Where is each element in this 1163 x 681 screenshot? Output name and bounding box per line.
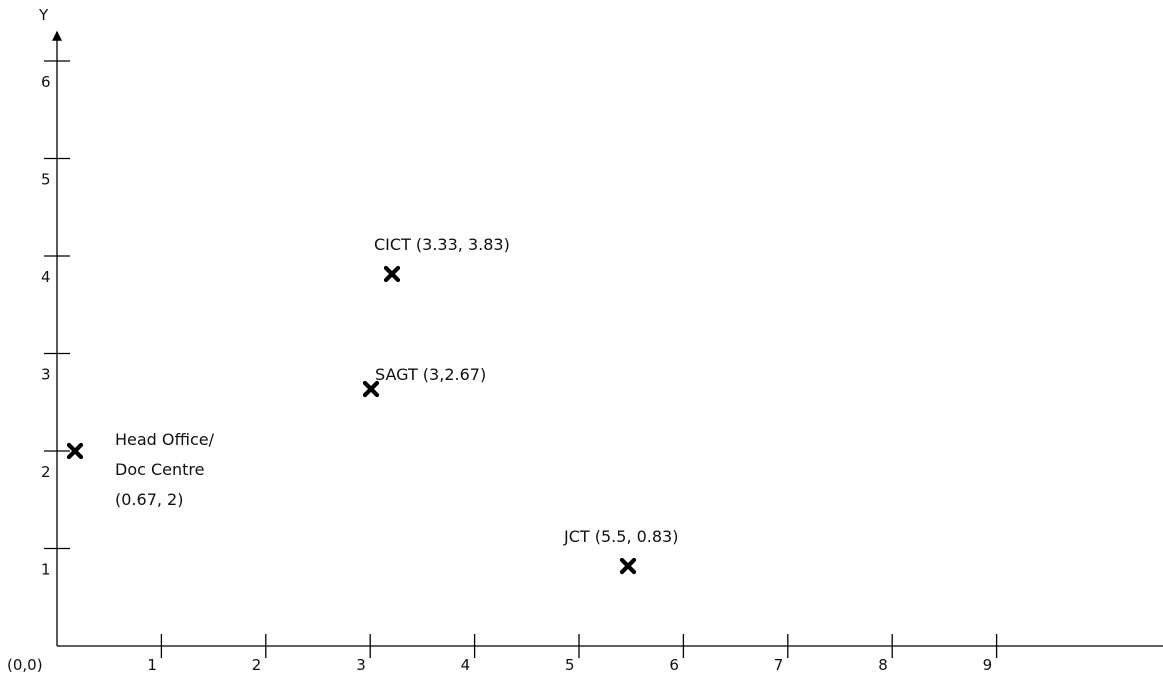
y-tick-label: 5 (41, 171, 51, 189)
y-ticks: 1 2 3 4 5 6 (41, 60, 70, 579)
point-label: Doc Centre (115, 460, 205, 479)
y-tick-label: 1 (41, 561, 51, 579)
point-label: (0.67, 2) (115, 490, 183, 509)
y-axis-label: Y (38, 6, 49, 24)
point-label: CICT (3.33, 3.83) (374, 235, 510, 254)
x-tick-label: 4 (461, 656, 471, 674)
data-points: Head Office/Doc Centre (0.67, 2) CICT (3.3… (66, 235, 678, 575)
x-tick-label: 1 (147, 656, 157, 674)
y-tick-label: 6 (41, 73, 51, 91)
x-ticks: 1 2 3 4 5 6 7 8 9 (147, 634, 998, 674)
y-tick-label: 2 (41, 463, 51, 481)
point-marker (66, 442, 84, 460)
point-marker (362, 380, 380, 398)
x-tick-label: 5 (565, 656, 575, 674)
y-tick-label: 4 (41, 268, 51, 286)
x-tick-label: 9 (983, 656, 993, 674)
x-tick-label: 6 (669, 656, 679, 674)
point-marker (383, 265, 401, 283)
y-tick-label: 3 (41, 366, 51, 384)
point-label: SAGT (3,2.67) (375, 365, 486, 384)
point-marker (619, 557, 637, 575)
origin-label: (0,0) (7, 656, 43, 674)
x-tick-label: 8 (878, 656, 888, 674)
point-label: JCT (5.5, 0.83) (563, 527, 678, 546)
x-tick-label: 3 (356, 656, 366, 674)
x-tick-label: 2 (252, 656, 262, 674)
point-label: Head Office/ (115, 430, 215, 449)
x-tick-label: 7 (774, 656, 784, 674)
